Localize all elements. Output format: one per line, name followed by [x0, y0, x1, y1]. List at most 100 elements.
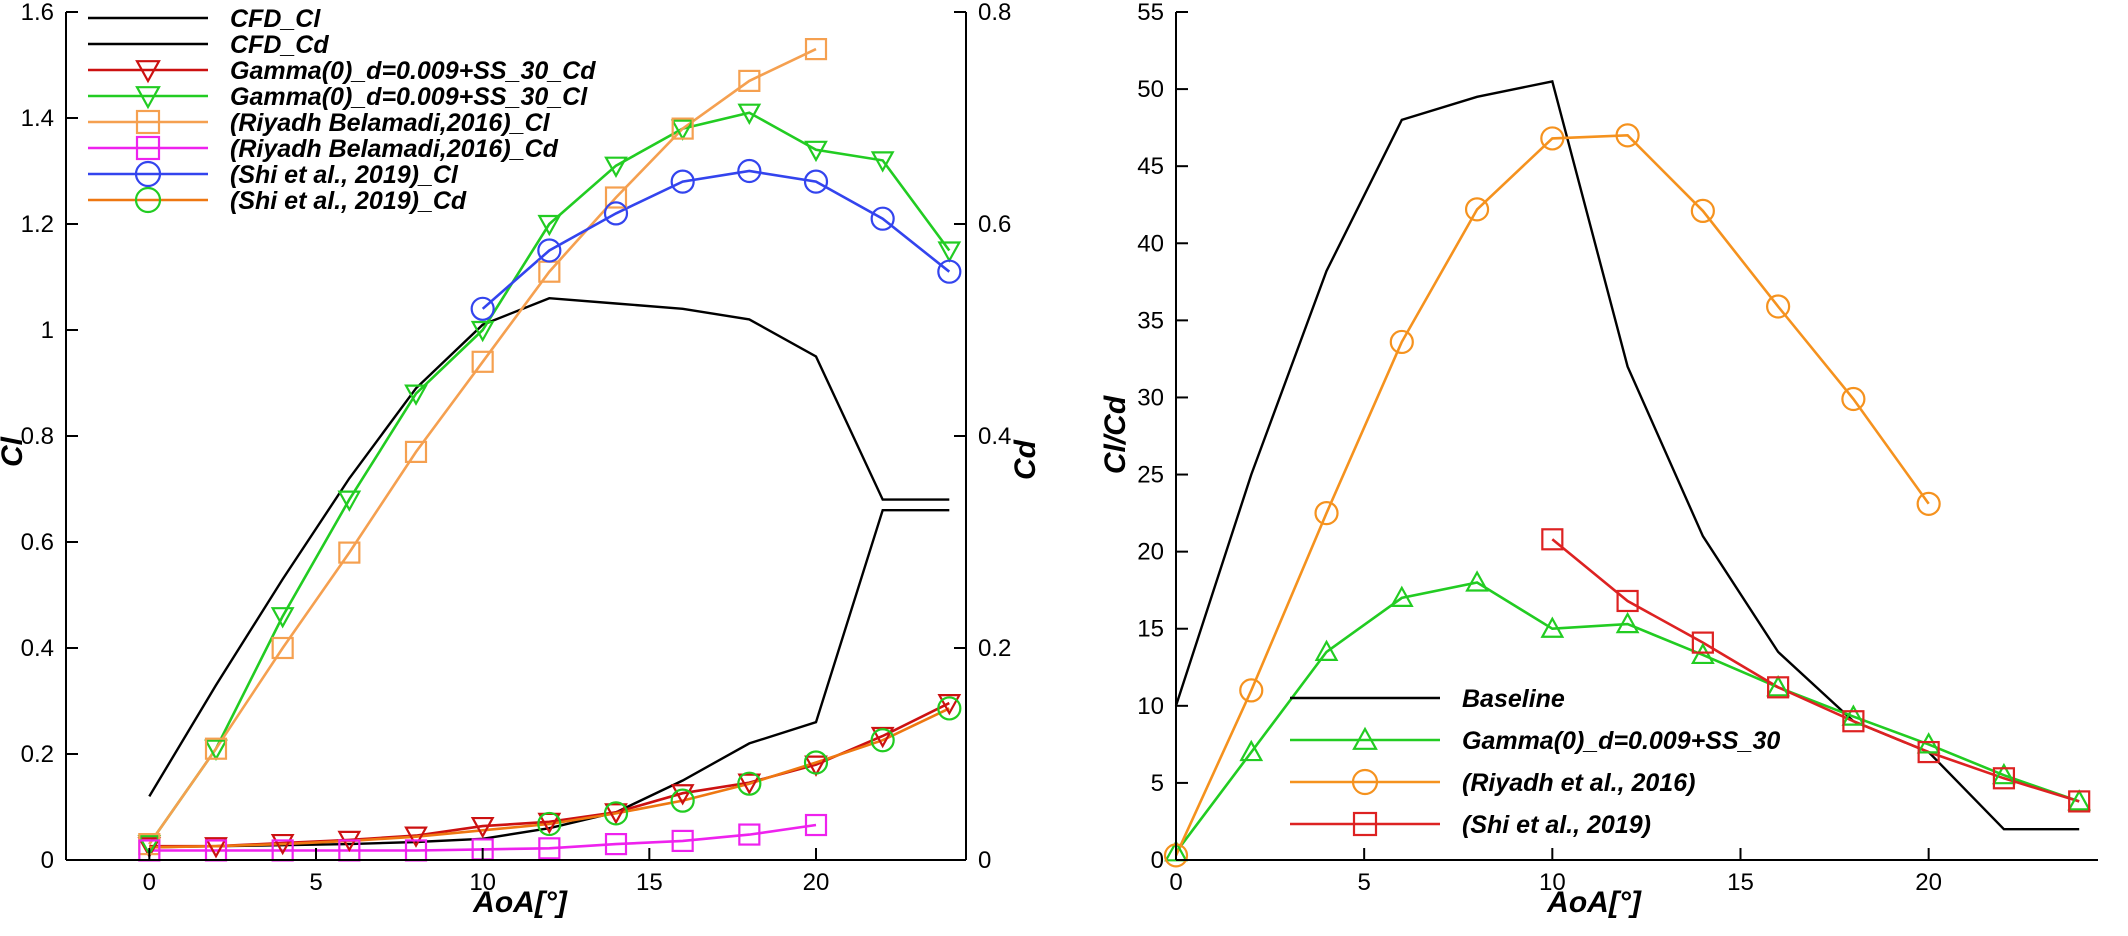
- data-point-riyadh-belamadi-2016-cl: [204, 737, 228, 760]
- data-point-riyadh-et-al-2016: [1916, 491, 1941, 516]
- legend-label-cfd-cd: CFD_Cd: [230, 31, 329, 59]
- y-axis-title: Cl: [0, 436, 29, 467]
- y-tick-label: 0: [1151, 847, 1164, 874]
- data-point-gamma-0-d-0-009-ss-30-cl: [604, 156, 628, 178]
- legend-label-gamma-0-d-0-009-ss-30-cl: Gamma(0)_d=0.009+SS_30_Cl: [230, 83, 588, 111]
- x-tick-label: 10: [1539, 869, 1566, 896]
- data-point-riyadh-et-al-2016: [1615, 123, 1640, 148]
- y2-tick-label: 0: [978, 847, 991, 874]
- data-point-shi-et-al-2019-cd: [937, 696, 962, 721]
- data-point-riyadh-belamadi-2016-cl: [671, 117, 694, 140]
- x-tick-label: 0: [143, 869, 156, 896]
- legend-label-cfd-cl: CFD_Cl: [230, 5, 321, 33]
- data-point-gamma-0-d-0-009-ss-30: [1239, 739, 1264, 762]
- data-point-riyadh-belamadi-2016-cl: [738, 69, 761, 93]
- axes: 0 5 10 15 20 0 0.2 0.4 0.6 0.8 1 1.2 1.4 1.6 0 0.2 0.4 0.…: [21, 0, 1012, 896]
- data-point-gamma-0-d-0-009-ss-30: [1540, 616, 1565, 638]
- legend-marker-riyadh-et-al-2016: [1351, 768, 1379, 796]
- series-line-shi-et-al-2019: [1551, 538, 2080, 803]
- data-point-riyadh-et-al-2016: [1314, 500, 1339, 526]
- y-tick-label: 25: [1137, 462, 1164, 489]
- legend-label-riyadh-belamadi-2016-cd: (Riyadh Belamadi,2016)_Cd: [230, 135, 559, 163]
- data-point-gamma-0-d-0-009-ss-30-cl: [137, 834, 162, 857]
- data-point-gamma-0-d-0-009-ss-30-cd: [604, 803, 628, 825]
- y-tick-label: 0.6: [21, 529, 54, 556]
- data-point-riyadh-et-al-2016: [1239, 678, 1264, 703]
- data-point-riyadh-belamadi-2016-cd: [738, 823, 761, 846]
- data-point-riyadh-et-al-2016: [1766, 294, 1791, 319]
- legend-marker-shi-et-al-2019-cl: [134, 160, 162, 188]
- x-tick-label: 5: [1357, 869, 1370, 896]
- data-point-shi-et-al-2019-cd: [803, 750, 829, 775]
- data-point-riyadh-et-al-2016: [1540, 126, 1565, 151]
- x-tick-label: 15: [636, 869, 663, 896]
- data-lines: [1174, 79, 2080, 856]
- y-tick-label: 1: [41, 317, 54, 344]
- y-tick-label: 5: [1151, 770, 1164, 797]
- data-point-gamma-0-d-0-009-ss-30: [1841, 704, 1866, 726]
- chart-cl-cd: 0 5 10 15 20 0 0.2 0.4 0.6 0.8 1 1.2 1.4 1.6 0 0.2 0.4 0.…: [0, 0, 1042, 919]
- legend-label-shi-et-al-2019: (Shi et al., 2019): [1462, 811, 1651, 839]
- data-point-gamma-0-d-0-009-ss-30: [1766, 675, 1790, 697]
- x-tick-label: 15: [1727, 869, 1754, 896]
- data-point-shi-et-al-2019-cl: [670, 169, 695, 194]
- data-point-shi-et-al-2019-cd: [670, 788, 695, 813]
- legend-marker-riyadh-belamadi-2016-cd: [135, 135, 161, 161]
- axes: 0 5 10 15 20 0 5 10 15 20 25 30 35 40 45 50 55: [1137, 0, 2098, 896]
- legend-marker-gamma-0-d-0-009-ss-30-cl: [135, 86, 161, 110]
- y-tick-label: 0.2: [21, 741, 54, 768]
- data-point-shi-et-al-2019-cd: [603, 801, 629, 826]
- data-point-shi-et-al-2019: [1842, 710, 1865, 733]
- data-point-gamma-0-d-0-009-ss-30-cl: [937, 241, 962, 263]
- data-point-shi-et-al-2019-cl: [803, 169, 829, 194]
- y2-tick-label: 0.2: [978, 635, 1011, 662]
- y-tick-label: 0.8: [21, 423, 54, 450]
- data-point-shi-et-al-2019-cl: [603, 201, 629, 226]
- data-point-shi-et-al-2019: [2068, 790, 2091, 813]
- x-axis-title: AoA[°]: [472, 886, 568, 919]
- data-point-gamma-0-d-0-009-ss-30: [1465, 570, 1489, 592]
- data-point-riyadh-et-al-2016: [1464, 197, 1490, 222]
- data-point-riyadh-belamadi-2016-cd: [538, 837, 561, 860]
- data-point-riyadh-belamadi-2016-cl: [804, 37, 828, 61]
- y-tick-label: 0: [41, 847, 54, 874]
- data-point-riyadh-belamadi-2016-cl: [271, 636, 294, 660]
- data-point-riyadh-belamadi-2016-cl: [338, 541, 361, 564]
- legend-marker-riyadh-belamadi-2016-cl: [135, 109, 161, 135]
- legend-label-riyadh-belamadi-2016-cl: (Riyadh Belamadi,2016)_Cl: [230, 109, 551, 137]
- data-point-riyadh-belamadi-2016-cl: [404, 440, 428, 463]
- data-point-gamma-0-d-0-009-ss-30-cl: [737, 103, 762, 125]
- data-point-gamma-0-d-0-009-ss-30: [1916, 732, 1941, 754]
- y-tick-label: 1.2: [21, 211, 54, 238]
- legend-label-shi-et-al-2019-cd: (Shi et al., 2019)_Cd: [230, 187, 467, 215]
- series-line-cfd-cl: [148, 296, 950, 798]
- y2-tick-label: 0.4: [978, 423, 1011, 450]
- legend-label-shi-et-al-2019-cl: (Shi et al., 2019)_Cl: [230, 161, 459, 189]
- data-point-gamma-0-d-0-009-ss-30: [1314, 639, 1339, 661]
- legend-label-baseline: Baseline: [1462, 685, 1565, 713]
- data-point-gamma-0-d-0-009-ss-30: [1615, 611, 1640, 634]
- x-tick-label: 10: [469, 869, 496, 896]
- data-point-shi-et-al-2019-cd: [737, 771, 762, 796]
- data-point-shi-et-al-2019-cd: [870, 728, 895, 753]
- data-point-shi-et-al-2019: [1767, 676, 1790, 699]
- legend: CFD_ClCFD_CdGamma(0)_d=0.009+SS_30_CdGam…: [88, 5, 596, 215]
- data-point-gamma-0-d-0-009-ss-30-cl: [404, 384, 428, 406]
- data-point-gamma-0-d-0-009-ss-30-cl: [870, 151, 895, 173]
- legend-label-gamma-0-d-0-009-ss-30-cd: Gamma(0)_d=0.009+SS_30_Cd: [230, 57, 596, 85]
- legend-label-riyadh-et-al-2016: (Riyadh et al., 2016): [1462, 769, 1695, 797]
- y2-tick-label: 0.8: [978, 0, 1011, 26]
- data-point-gamma-0-d-0-009-ss-30: [1992, 762, 2016, 785]
- data-point-gamma-0-d-0-009-ss-30: [1389, 585, 1414, 607]
- data-point-gamma-0-d-0-009-ss-30-cd: [804, 755, 828, 777]
- data-point-gamma-0-d-0-009-ss-30-cd: [870, 726, 895, 749]
- data-point-gamma-0-d-0-009-ss-30-cd: [204, 837, 228, 859]
- legend-label-gamma-0-d-0-009-ss-30: Gamma(0)_d=0.009+SS_30: [1462, 727, 1780, 755]
- data-point-shi-et-al-2019: [1616, 589, 1639, 613]
- data-point-gamma-0-d-0-009-ss-30-cl: [804, 140, 828, 163]
- data-point-riyadh-et-al-2016: [1690, 198, 1715, 223]
- data-point-riyadh-et-al-2016: [1389, 329, 1414, 355]
- x-axis-title: AoA[°]: [1546, 886, 1642, 919]
- legend: Baseline Gamma(0)_d=0.009+SS_30 (Riyadh et…: [1290, 685, 1780, 839]
